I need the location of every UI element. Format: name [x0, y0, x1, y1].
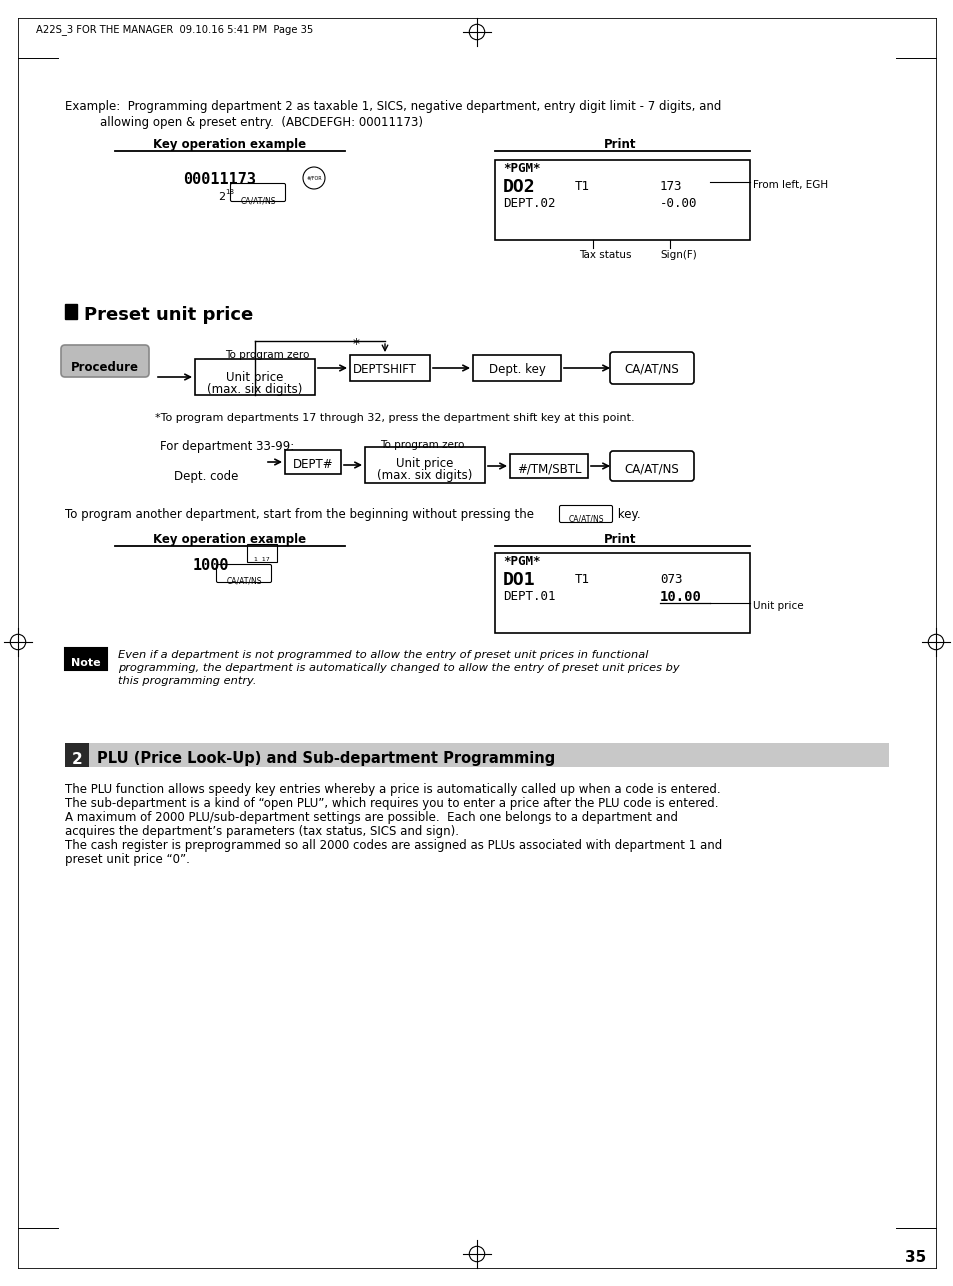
- Text: To program zero: To program zero: [225, 350, 309, 360]
- FancyBboxPatch shape: [61, 345, 149, 377]
- Text: The sub-department is a kind of “open PLU”, which requires you to enter a price : The sub-department is a kind of “open PL…: [65, 797, 718, 810]
- Bar: [365, 448, 484, 484]
- Text: PLU (Price Look-Up) and Sub-department Programming: PLU (Price Look-Up) and Sub-department P…: [97, 751, 555, 766]
- Text: Dept. key: Dept. key: [488, 363, 545, 376]
- Text: CA/AT/NS: CA/AT/NS: [624, 462, 679, 475]
- Text: 073: 073: [659, 574, 681, 586]
- Bar: [350, 355, 430, 381]
- Text: DO2: DO2: [502, 177, 535, 195]
- Text: #/TM/SBTL: #/TM/SBTL: [517, 462, 580, 475]
- Text: programming, the department is automatically changed to allow the entry of prese: programming, the department is automatic…: [118, 664, 679, 673]
- Text: T1: T1: [575, 574, 589, 586]
- Text: DO1: DO1: [502, 571, 535, 589]
- Bar: [194, 359, 314, 395]
- Text: A maximum of 2000 PLU/sub-department settings are possible.  Each one belongs to: A maximum of 2000 PLU/sub-department set…: [65, 811, 678, 824]
- Text: 173: 173: [659, 180, 681, 193]
- Text: Preset unit price: Preset unit price: [84, 306, 253, 324]
- Text: CA/AT/NS: CA/AT/NS: [568, 514, 603, 523]
- Text: Sign(F): Sign(F): [659, 249, 696, 260]
- Text: *PGM*: *PGM*: [502, 556, 540, 568]
- Text: T1: T1: [575, 180, 589, 193]
- Text: 1000: 1000: [193, 558, 230, 574]
- Text: Tax status: Tax status: [578, 249, 631, 260]
- Text: Unit price: Unit price: [752, 601, 802, 611]
- Text: Key operation example: Key operation example: [153, 532, 306, 547]
- FancyBboxPatch shape: [247, 544, 276, 562]
- Text: allowing open & preset entry.  (ABCDEFGH: 00011173): allowing open & preset entry. (ABCDEFGH:…: [100, 116, 422, 129]
- Text: For department 33-99:: For department 33-99:: [160, 440, 294, 453]
- Text: To program zero: To program zero: [379, 440, 464, 450]
- Bar: [473, 355, 560, 381]
- Text: 1  17: 1 17: [253, 557, 270, 562]
- Text: *PGM*: *PGM*: [502, 162, 540, 175]
- Text: Print: Print: [603, 532, 636, 547]
- Bar: [65, 648, 107, 670]
- Text: 2: 2: [71, 751, 82, 766]
- Text: The cash register is preprogrammed so all 2000 codes are assigned as PLUs associ: The cash register is preprogrammed so al…: [65, 838, 721, 853]
- FancyBboxPatch shape: [609, 451, 693, 481]
- Bar: [285, 450, 340, 475]
- Bar: [495, 159, 749, 240]
- Bar: [65, 303, 77, 319]
- Text: 00011173: 00011173: [183, 172, 255, 186]
- Text: Dept. code: Dept. code: [173, 469, 238, 484]
- Bar: [65, 743, 89, 766]
- Text: A22S_3 FOR THE MANAGER  09.10.16 5:41 PM  Page 35: A22S_3 FOR THE MANAGER 09.10.16 5:41 PM …: [36, 24, 313, 35]
- FancyBboxPatch shape: [231, 184, 285, 202]
- Bar: [65, 743, 888, 766]
- Text: To program another department, start from the beginning without pressing the: To program another department, start fro…: [65, 508, 534, 521]
- Text: The PLU function allows speedy key entries whereby a price is automatically call: The PLU function allows speedy key entri…: [65, 783, 720, 796]
- Text: 2: 2: [218, 192, 225, 202]
- Text: key.: key.: [614, 508, 640, 521]
- Text: acquires the department’s parameters (tax status, SICS and sign).: acquires the department’s parameters (ta…: [65, 826, 458, 838]
- FancyBboxPatch shape: [558, 505, 612, 522]
- Text: Example:  Programming department 2 as taxable 1, SICS, negative department, entr: Example: Programming department 2 as tax…: [65, 100, 720, 113]
- Text: Note: Note: [71, 658, 101, 667]
- Text: DEPT.01: DEPT.01: [502, 590, 555, 603]
- Text: Key operation example: Key operation example: [153, 138, 306, 150]
- FancyBboxPatch shape: [609, 352, 693, 385]
- Text: Procedure: Procedure: [71, 361, 139, 374]
- Bar: [510, 454, 587, 478]
- Text: 10.00: 10.00: [659, 590, 701, 604]
- FancyBboxPatch shape: [216, 565, 272, 583]
- Text: #/FOR: #/FOR: [306, 175, 321, 180]
- Text: 18: 18: [225, 189, 233, 195]
- Bar: [495, 553, 749, 633]
- Text: CA/AT/NS: CA/AT/NS: [226, 576, 261, 585]
- Text: Unit price: Unit price: [395, 457, 454, 469]
- Text: *: *: [353, 337, 359, 351]
- Text: (max. six digits): (max. six digits): [377, 469, 472, 482]
- Text: DEPT.02: DEPT.02: [502, 197, 555, 210]
- Text: Even if a department is not programmed to allow the entry of preset unit prices : Even if a department is not programmed t…: [118, 649, 648, 660]
- Text: preset unit price “0”.: preset unit price “0”.: [65, 853, 190, 865]
- Text: Unit price: Unit price: [226, 370, 283, 385]
- Text: CA/AT/NS: CA/AT/NS: [624, 363, 679, 376]
- Text: (max. six digits): (max. six digits): [207, 383, 302, 396]
- Text: 35: 35: [904, 1250, 925, 1265]
- Text: From left, EGH: From left, EGH: [752, 180, 827, 190]
- Text: this programming entry.: this programming entry.: [118, 676, 256, 685]
- Text: *To program departments 17 through 32, press the department shift key at this po: *To program departments 17 through 32, p…: [154, 413, 634, 423]
- Text: DEPT#: DEPT#: [293, 458, 333, 471]
- Text: -0.00: -0.00: [659, 197, 697, 210]
- Text: DEPTSHIFT: DEPTSHIFT: [353, 363, 416, 376]
- Text: CA/AT/NS: CA/AT/NS: [240, 195, 275, 204]
- Text: Print: Print: [603, 138, 636, 150]
